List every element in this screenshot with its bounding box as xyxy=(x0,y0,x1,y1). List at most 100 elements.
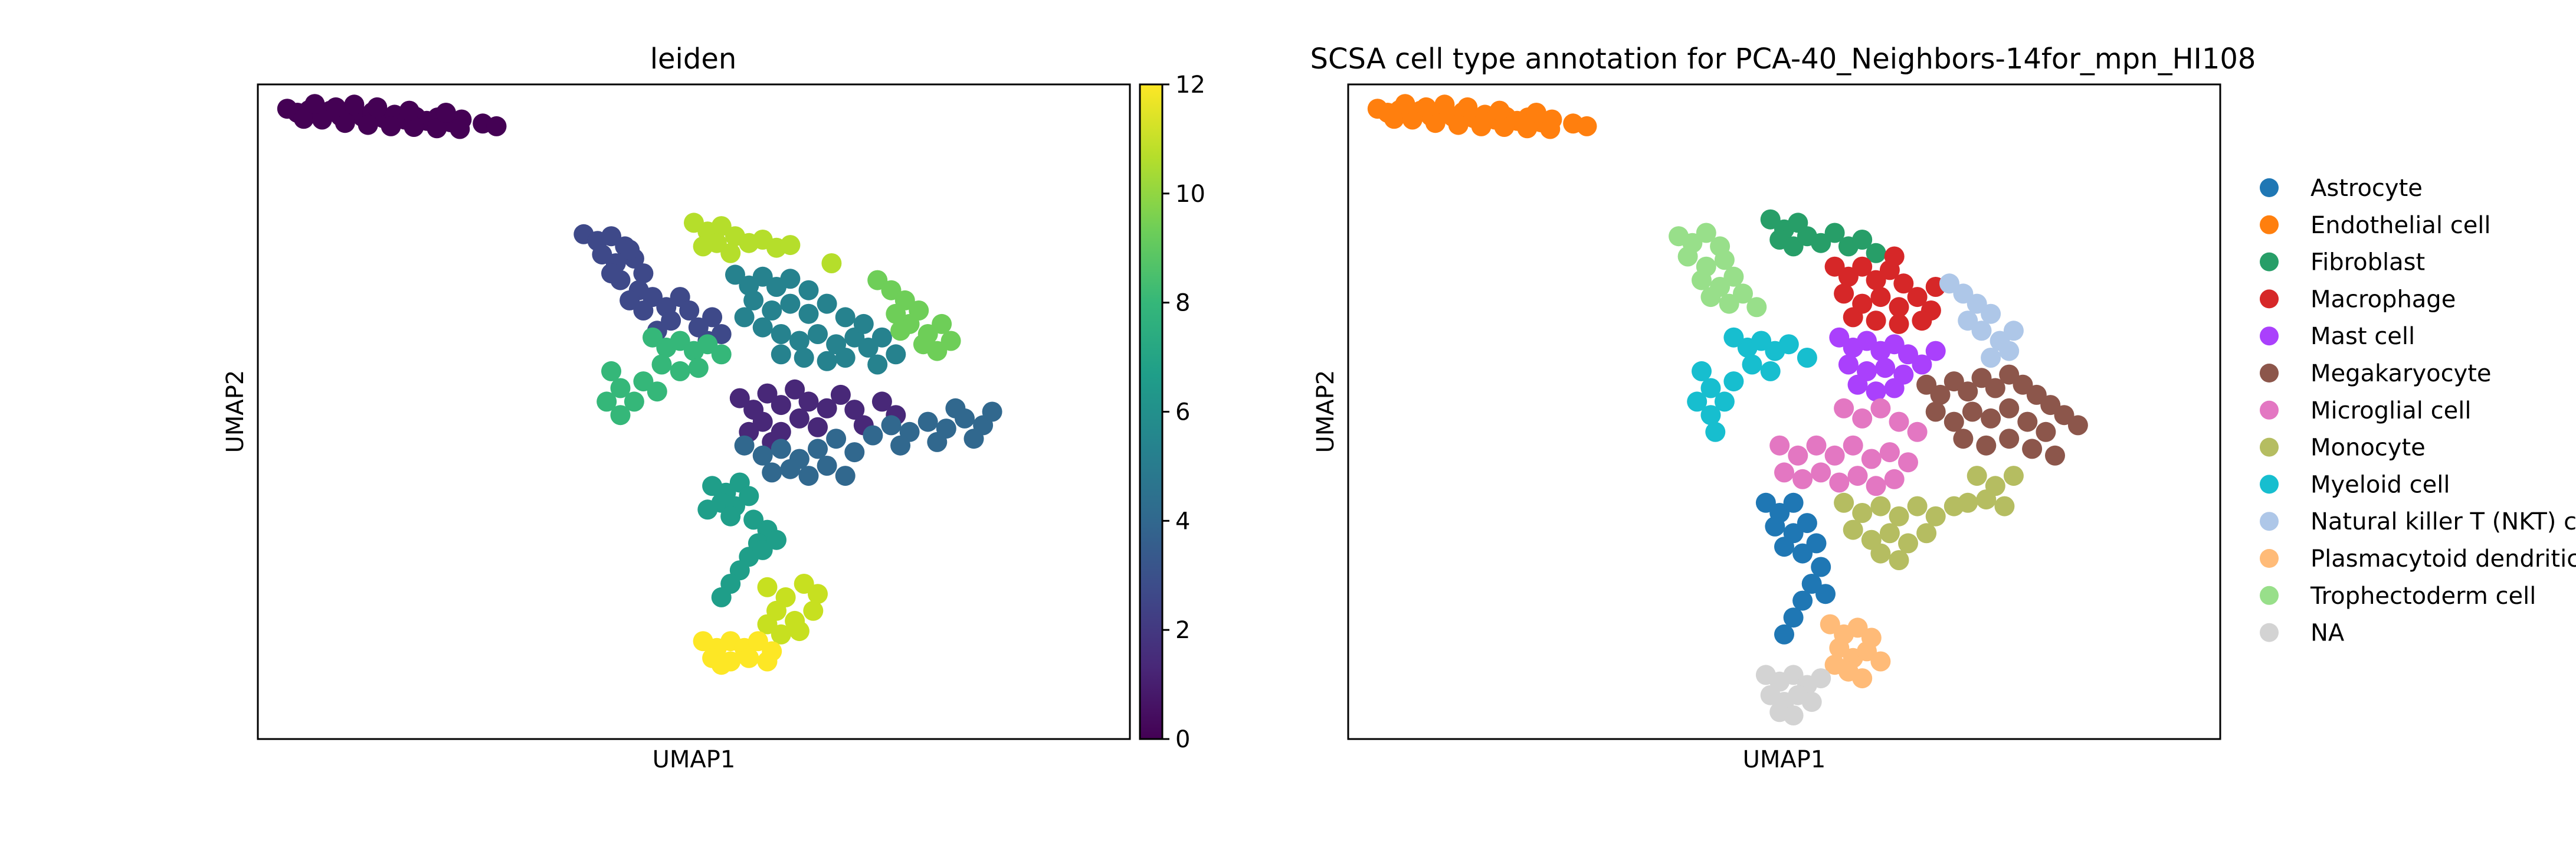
leiden-point-0-28 xyxy=(435,103,456,123)
scsa-point-0-19 xyxy=(1425,113,1446,133)
scsa-point-1-13 xyxy=(1746,297,1767,318)
legend-label: Astrocyte xyxy=(2310,175,2423,202)
legend-label: Endothelial cell xyxy=(2310,212,2491,239)
scsa-point-10-11 xyxy=(1792,590,1813,611)
scsa-point-6-6 xyxy=(1838,354,1859,375)
scsa-point-11-7 xyxy=(1870,651,1891,672)
scsa-point-5-13 xyxy=(1705,421,1726,442)
scsa-point-3-10 xyxy=(1907,287,1928,308)
scsa-point-7-1 xyxy=(1930,384,1951,405)
leiden-point-9-7 xyxy=(789,621,809,642)
leiden-point-6-2 xyxy=(670,331,690,351)
scsa-point-7-17 xyxy=(2017,411,2038,432)
leiden-point-4-6 xyxy=(743,290,764,310)
leiden-point-3-5 xyxy=(826,429,847,449)
legend-marker xyxy=(2260,475,2279,494)
leiden-point-5-5 xyxy=(739,486,759,506)
scsa-point-10-13 xyxy=(1774,624,1794,645)
leiden-point-4-22 xyxy=(817,351,837,371)
leiden-plot-frame xyxy=(257,83,1131,740)
leiden-point-7-7 xyxy=(940,331,961,351)
scsa-legend: Astrocyte Endothelial cell Fibroblast Macro… xyxy=(2260,175,2576,647)
scsa-point-6-2 xyxy=(1857,331,1877,351)
leiden-point-4-20 xyxy=(853,313,874,334)
legend-marker xyxy=(2260,549,2279,568)
scsa-point-11-10 xyxy=(1824,655,1845,675)
legend-label: Mast cell xyxy=(2310,323,2415,350)
legend-marker xyxy=(2260,586,2279,605)
scsa-point-6-13 xyxy=(1866,381,1886,402)
leiden-point-5-16 xyxy=(766,529,786,550)
scsa-point-8-4 xyxy=(1907,421,1928,442)
leiden-point-0-19 xyxy=(335,113,355,133)
scsa-point-9-1 xyxy=(1852,503,1873,523)
leiden-point-8-11 xyxy=(821,253,842,273)
leiden-point-4-23 xyxy=(794,348,814,368)
leiden-point-6-15 xyxy=(647,381,667,402)
leiden-point-6-11 xyxy=(597,391,617,412)
scsa-point-4-9 xyxy=(1958,310,1978,331)
legend-label: Fibroblast xyxy=(2310,249,2425,276)
leiden-point-2-20 xyxy=(633,300,654,321)
leiden-point-4-8 xyxy=(780,293,801,314)
scsa-point-9-13 xyxy=(1889,550,1909,570)
leiden-point-7-9 xyxy=(913,334,933,355)
scsa-point-9-0 xyxy=(1834,492,1854,513)
leiden-point-9-8 xyxy=(771,624,791,645)
leiden-point-5-6 xyxy=(720,506,741,527)
leiden-point-6-7 xyxy=(670,361,690,381)
legend-marker xyxy=(2260,289,2279,309)
scsa-point-9-12 xyxy=(1870,543,1891,564)
scsa-point-10-8 xyxy=(1806,533,1827,554)
leiden-title: leiden xyxy=(650,42,737,76)
leiden-point-0-20 xyxy=(358,115,378,135)
legend-label: Monocyte xyxy=(2310,434,2426,462)
scsa-point-9-11 xyxy=(1916,523,1937,544)
leiden-point-2-22 xyxy=(601,263,621,284)
scsa-point-9-5 xyxy=(1925,506,1946,527)
scsa-point-7-20 xyxy=(1976,435,1997,456)
leiden-point-6-12 xyxy=(610,405,631,426)
leiden-point-4-4 xyxy=(780,269,801,289)
scsa-point-7-0 xyxy=(1916,374,1937,395)
leiden-point-3-7 xyxy=(863,425,883,446)
leiden-point-0-24 xyxy=(450,119,470,139)
leiden-point-1-3 xyxy=(771,395,791,416)
leiden-colorbar-ticks: 0 2 4 6 8 10 12 xyxy=(1162,71,1205,753)
leiden-x-axis-label: UMAP1 xyxy=(653,746,736,773)
leiden-point-3-23 xyxy=(945,398,966,419)
leiden-point-4-11 xyxy=(835,307,856,328)
scsa-point-9-4 xyxy=(1907,496,1928,516)
leiden-point-9-6 xyxy=(803,600,824,621)
scsa-point-0-23 xyxy=(1517,118,1538,139)
leiden-point-1-12 xyxy=(844,400,865,420)
scsa-point-5-6 xyxy=(1760,361,1781,381)
leiden-point-0-21 xyxy=(381,116,401,136)
leiden-point-5-14 xyxy=(711,587,732,607)
scsa-point-4-0 xyxy=(1939,273,1959,294)
leiden-point-7-1 xyxy=(881,280,902,300)
leiden-point-4-12 xyxy=(752,317,773,338)
leiden-point-1-10 xyxy=(817,398,837,419)
scsa-point-5-2 xyxy=(1751,331,1772,351)
scsa-point-6-14 xyxy=(1884,378,1905,398)
scsa-point-8-5 xyxy=(1769,435,1790,456)
leiden-point-4-26 xyxy=(867,354,888,375)
scsa-point-5-4 xyxy=(1778,334,1799,355)
legend-marker xyxy=(2260,215,2279,234)
scsa-point-9-14 xyxy=(1967,466,1987,486)
legend-marker xyxy=(2260,364,2279,382)
scsa-point-8-3 xyxy=(1889,411,1909,432)
scsa-point-0-22 xyxy=(1494,117,1515,137)
scsa-point-3-6 xyxy=(1834,283,1854,304)
leiden-point-2-2 xyxy=(601,226,621,247)
scsa-point-10-3 xyxy=(1765,516,1785,537)
scsa-point-8-6 xyxy=(1788,445,1808,466)
leiden-point-3-20 xyxy=(927,431,948,452)
scsa-point-1-2 xyxy=(1696,223,1716,243)
leiden-point-3-18 xyxy=(762,462,782,483)
leiden-point-6-10 xyxy=(610,378,631,398)
legend-marker xyxy=(2260,252,2279,272)
legend-label: Microglial cell xyxy=(2310,397,2471,424)
legend-marker xyxy=(2260,623,2279,642)
